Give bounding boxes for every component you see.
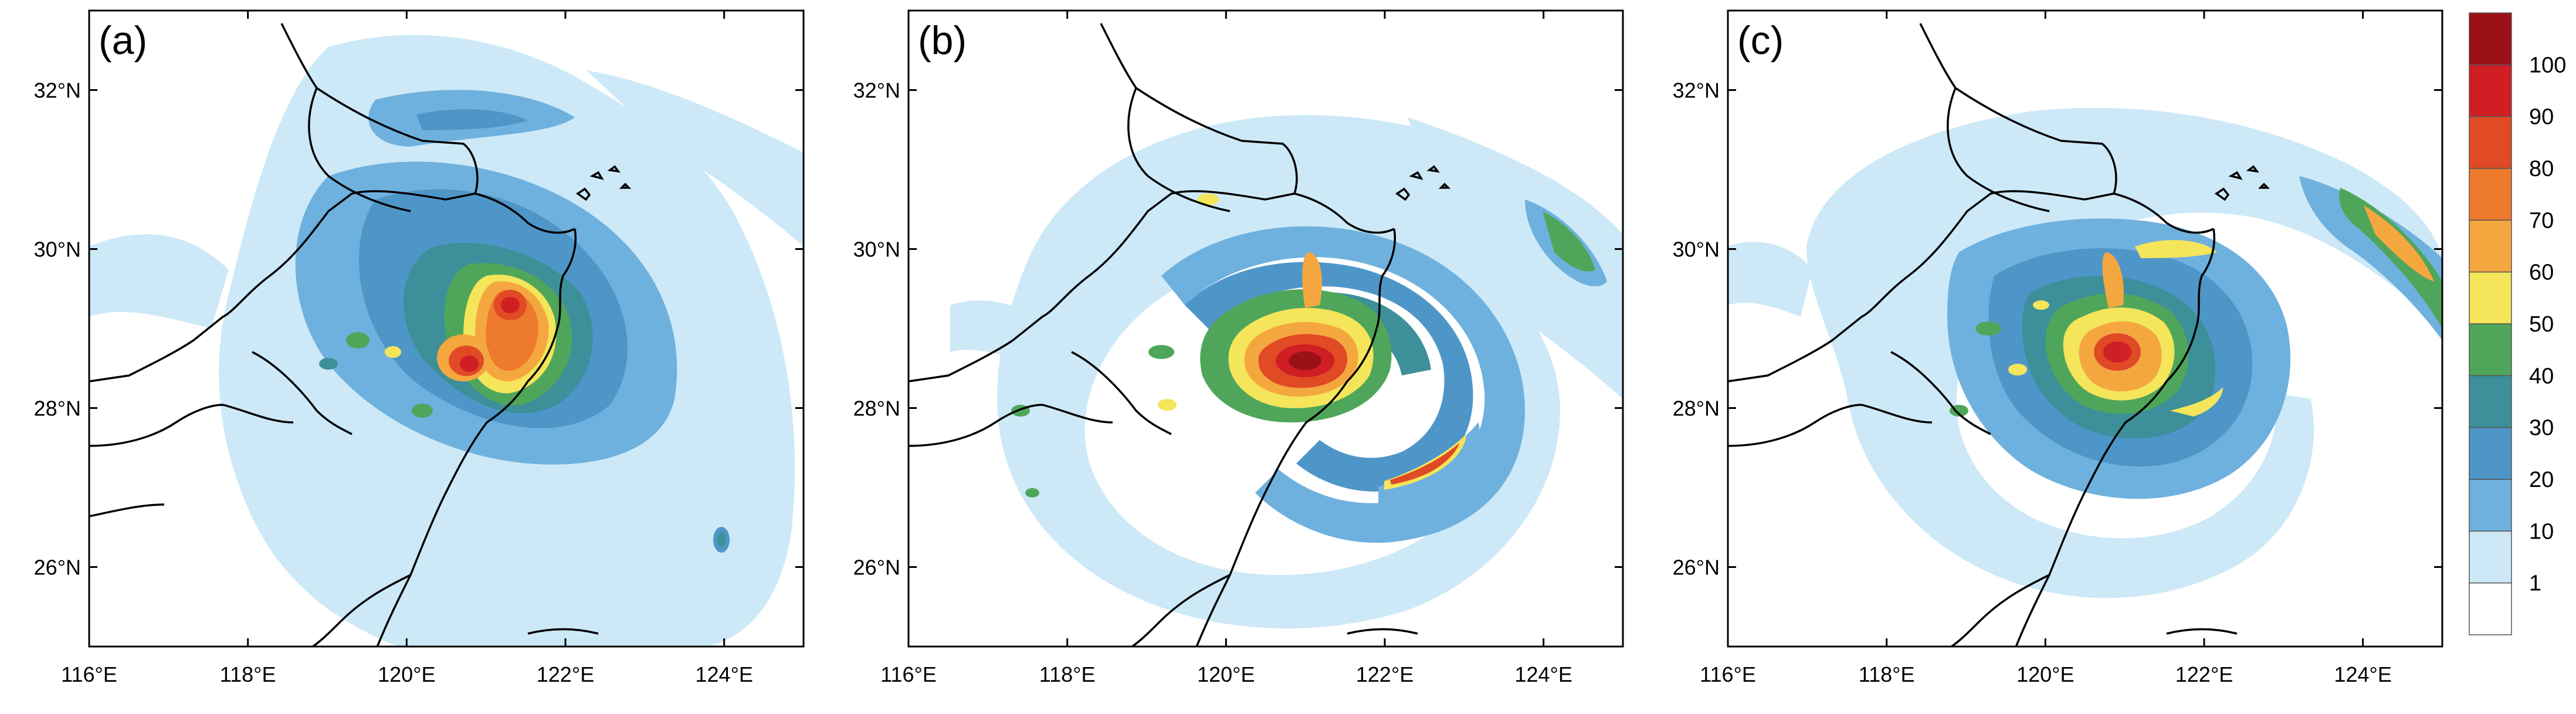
y-tick-label: 26°N xyxy=(34,556,81,580)
panel-label-a: (a) xyxy=(99,18,147,63)
colorbar-label: 80 xyxy=(2529,157,2554,181)
colorbar-label: 20 xyxy=(2529,468,2554,492)
x-tick-label: 120°E xyxy=(2016,662,2074,686)
map-frame-a xyxy=(88,9,805,648)
colorbar-label: 10 xyxy=(2529,519,2554,544)
x-tick-label: 124°E xyxy=(1514,662,1572,686)
x-tick-label: 124°E xyxy=(2334,662,2391,686)
colorbar-segment xyxy=(2469,12,2512,66)
y-tick-label: 28°N xyxy=(1673,397,1720,421)
colorbar-segment xyxy=(2469,323,2512,377)
y-tick-label: 30°N xyxy=(34,238,81,262)
x-tick-label: 120°E xyxy=(378,662,435,686)
map-panel-a: (a) xyxy=(88,9,805,648)
y-tick-label: 32°N xyxy=(1673,79,1720,103)
y-tick-label: 32°N xyxy=(853,79,900,103)
colorbar-segment xyxy=(2469,64,2512,117)
x-tick-label: 122°E xyxy=(1356,662,1414,686)
map-frame-b xyxy=(907,9,1624,648)
boundaries-c xyxy=(1728,23,2270,647)
x-tick-label: 116°E xyxy=(880,662,937,686)
y-tick-label: 28°N xyxy=(853,397,900,421)
colorbar-segment xyxy=(2469,530,2512,584)
panel-label-c: (c) xyxy=(1737,18,1784,63)
y-tick-label: 32°N xyxy=(34,79,81,103)
x-tick-label: 118°E xyxy=(220,662,276,686)
map-frame-c xyxy=(1727,9,2443,648)
precipitation-field-b xyxy=(950,115,1623,629)
colorbar-segment xyxy=(2469,479,2512,532)
colorbar-label: 90 xyxy=(2529,105,2554,130)
colorbar-label: 40 xyxy=(2529,364,2554,388)
y-tick-label: 28°N xyxy=(34,397,81,421)
map-panel-c: (c) xyxy=(1727,9,2443,648)
x-tick-label: 120°E xyxy=(1197,662,1255,686)
x-tick-label: 124°E xyxy=(695,662,753,686)
precipitation-field-c xyxy=(1728,107,2442,598)
y-tick-label: 26°N xyxy=(853,556,900,580)
y-tick-label: 30°N xyxy=(853,238,900,262)
colorbar-segment xyxy=(2469,582,2512,635)
colorbar-label: 60 xyxy=(2529,260,2554,285)
map-panel-b: (b) xyxy=(907,9,1624,648)
x-tick-label: 122°E xyxy=(537,662,594,686)
precipitation-field-a xyxy=(89,35,804,647)
y-tick-label: 26°N xyxy=(1673,556,1720,580)
panel-label-b: (b) xyxy=(918,18,967,63)
colorbar-label: 50 xyxy=(2529,312,2554,337)
x-tick-label: 118°E xyxy=(1039,662,1096,686)
x-tick-label: 118°E xyxy=(1859,662,1915,686)
colorbar-segment xyxy=(2469,271,2512,324)
x-tick-label: 116°E xyxy=(61,662,117,686)
colorbar: 1 10 20 30 40 50 60 70 80 90 100 xyxy=(2469,12,2566,635)
colorbar-segment xyxy=(2469,116,2512,169)
colorbar-label: 30 xyxy=(2529,416,2554,441)
boundaries-a xyxy=(89,23,632,647)
colorbar-label: 70 xyxy=(2529,208,2554,233)
x-tick-label: 116°E xyxy=(1700,662,1756,686)
colorbar-segment xyxy=(2469,219,2512,273)
colorbar-label: 100 xyxy=(2529,53,2566,77)
colorbar-segment xyxy=(2469,427,2512,480)
axis-ticks: 116°E 118°E 120°E 122°E 124°E 32°N 30°N 28°N 26°… xyxy=(34,11,2442,686)
colorbar-segment xyxy=(2469,375,2512,428)
colorbar-label: 1 xyxy=(2529,571,2541,596)
colorbar-segment xyxy=(2469,168,2512,221)
y-tick-label: 30°N xyxy=(1673,238,1720,262)
boundaries-b xyxy=(909,23,1451,647)
x-tick-label: 122°E xyxy=(2175,662,2233,686)
